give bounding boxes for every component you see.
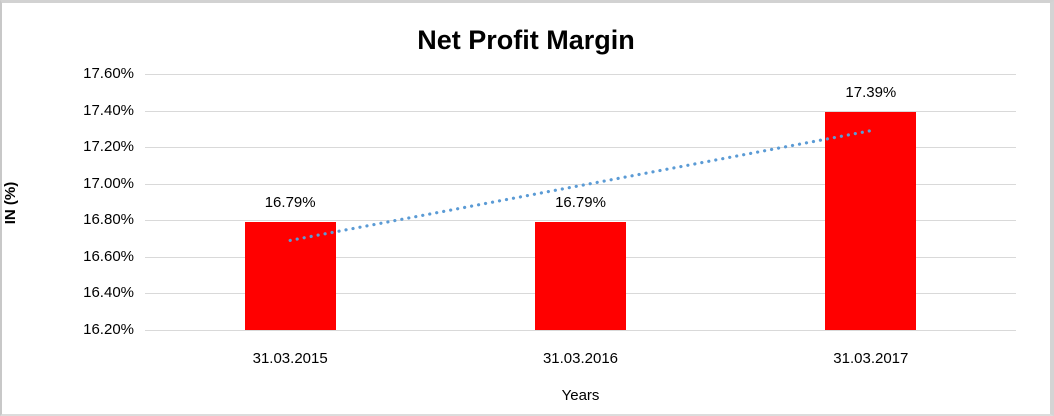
x-axis-tick-label: 31.03.2016 <box>542 350 619 367</box>
bar <box>825 112 917 330</box>
x-axis-title: Years <box>561 387 600 404</box>
bar-data-label: 16.79% <box>264 194 316 212</box>
gridline <box>145 330 1016 331</box>
bar-data-label: 17.39% <box>845 84 897 102</box>
gridline <box>145 110 1016 112</box>
bar <box>244 222 336 330</box>
gridline <box>145 74 1016 75</box>
y-axis-tick-label: 16.20% <box>83 321 134 338</box>
y-axis-tick-label: 17.40% <box>83 101 134 119</box>
y-axis-tick-label: 16.60% <box>83 247 134 265</box>
y-axis-tick-label: 17.60% <box>83 65 134 82</box>
bar <box>535 222 626 330</box>
y-axis-title: IN (%) <box>2 181 19 225</box>
y-axis-tick-label: 16.80% <box>83 211 134 229</box>
x-axis-tick-label: 31.03.2017 <box>833 350 909 367</box>
y-axis-tick-label: 16.40% <box>83 284 134 302</box>
x-axis-tick-label: 31.03.2015 <box>252 350 328 367</box>
y-axis-tick-label: 17.20% <box>83 138 134 156</box>
bar-data-label: 16.79% <box>555 194 606 212</box>
y-axis-tick-label: 17.00% <box>83 174 134 192</box>
chart-title: Net Profit Margin <box>417 25 635 55</box>
